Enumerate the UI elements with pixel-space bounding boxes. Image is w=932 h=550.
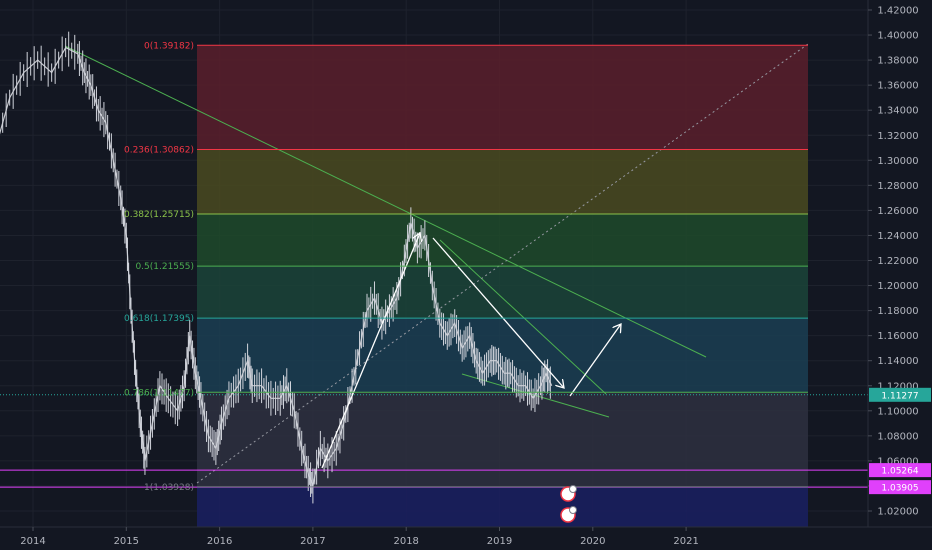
y-tick-label: 1.36000 [877,81,918,92]
y-tick-label: 1.30000 [877,156,918,167]
x-tick-label: 2015 [114,536,139,547]
y-tick-label: 1.24000 [877,231,918,242]
fib-zone [197,150,808,214]
y-tick-label: 1.14000 [877,356,918,367]
price-tag-label: 1.05264 [881,467,918,477]
y-tick-label: 1.28000 [877,181,918,192]
x-tick-label: 2021 [673,536,698,547]
y-tick-label: 1.42000 [877,6,918,17]
x-tick-label: 2014 [20,536,45,547]
fib-level-label: 0.382(1.25715) [124,210,194,220]
x-tick-label: 2016 [207,536,232,547]
price-tag-label: 1.11277 [881,391,918,401]
y-tick-label: 1.18000 [877,306,918,317]
y-tick-label: 1.08000 [877,431,918,442]
fib-level-label: 0.5(1.21555) [135,262,194,272]
fib-zone [197,266,808,318]
y-tick-label: 1.20000 [877,281,918,292]
fib-level-label: 0.236(1.30862) [124,146,194,156]
event-count-icon [570,507,577,514]
fib-level-label: 0.786(1.11477) [124,388,194,398]
y-tick-label: 1.26000 [877,206,918,217]
x-tick-label: 2020 [580,536,605,547]
y-tick-label: 1.40000 [877,31,918,42]
x-tick-label: 2018 [393,536,418,547]
x-tick-label: 2017 [300,536,325,547]
fib-level-label: 0.618(1.17395) [124,314,194,324]
y-tick-label: 1.16000 [877,331,918,342]
y-tick-label: 1.10000 [877,406,918,417]
fib-level-label: 1(1.03928) [144,483,194,493]
y-tick-label: 1.22000 [877,256,918,267]
y-tick-label: 1.32000 [877,131,918,142]
fib-zone [197,487,808,527]
y-tick-label: 1.34000 [877,106,918,117]
fibonacci-zones [197,45,808,527]
fib-zone [197,392,808,487]
y-tick-label: 1.38000 [877,56,918,67]
x-tick-label: 2019 [487,536,512,547]
fib-zone [197,45,808,149]
fib-level-label: 0(1.39182) [144,41,194,51]
y-tick-label: 1.02000 [877,507,918,518]
price-tag-label: 1.03905 [881,484,918,494]
event-count-icon [570,486,577,493]
